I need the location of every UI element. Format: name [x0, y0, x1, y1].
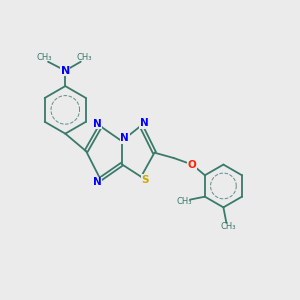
Text: N: N [93, 177, 102, 187]
Text: N: N [140, 118, 148, 128]
Text: O: O [188, 160, 197, 170]
Text: CH₃: CH₃ [177, 196, 192, 206]
Text: CH₃: CH₃ [220, 223, 236, 232]
Text: S: S [142, 175, 149, 185]
Text: N: N [61, 66, 70, 76]
Text: N: N [120, 133, 129, 143]
Text: CH₃: CH₃ [76, 53, 92, 62]
Text: N: N [93, 119, 102, 129]
Text: CH₃: CH₃ [37, 53, 52, 62]
